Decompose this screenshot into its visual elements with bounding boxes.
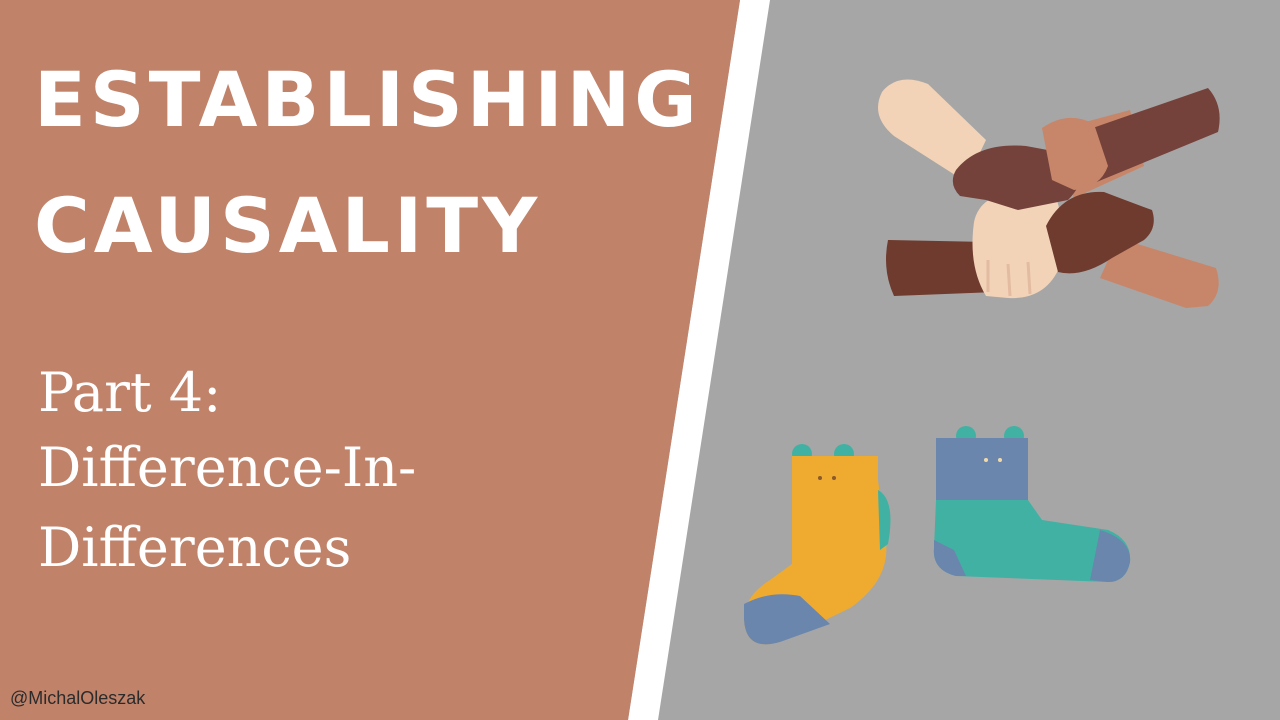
yellow-sock-heel (878, 490, 891, 550)
title-line-1: ESTABLISHING (34, 55, 701, 144)
title-line-2: CAUSALITY (34, 181, 542, 270)
yellow-sock-eye-right (832, 476, 836, 480)
subtitle-line-2: Difference-In- (38, 436, 417, 499)
four-hands-holding-wrists-icon (878, 79, 1220, 308)
subtitle-line-3: Differences (38, 516, 352, 579)
divider-stripe (628, 0, 770, 720)
pair-of-bear-socks-icon (744, 426, 1131, 645)
knuckle-lines (986, 260, 1032, 297)
hand-light-center (972, 192, 1063, 299)
hand-medium-right (1042, 117, 1108, 190)
subtitle-line-1: Part 4: (38, 361, 222, 424)
arm-medium-bottom (1100, 238, 1219, 308)
left-panel (0, 0, 740, 720)
teal-sock-cuff (936, 438, 1028, 500)
author-handle: @MichalOleszak (10, 688, 146, 708)
teal-sock-toe (1090, 530, 1131, 582)
teal-sock-eye-right (998, 458, 1002, 462)
hand-dark-bottom (1046, 191, 1154, 274)
yellow-sock (744, 444, 891, 645)
teal-sock (933, 426, 1131, 582)
yellow-sock-toe (744, 594, 830, 645)
teal-sock-eye-left (984, 458, 988, 462)
arm-dark-bottom (886, 240, 996, 296)
arm-light-top (878, 79, 986, 182)
yellow-sock-eye-left (818, 476, 822, 480)
teal-sock-heel (933, 540, 966, 576)
teal-sock-body (933, 500, 1131, 582)
